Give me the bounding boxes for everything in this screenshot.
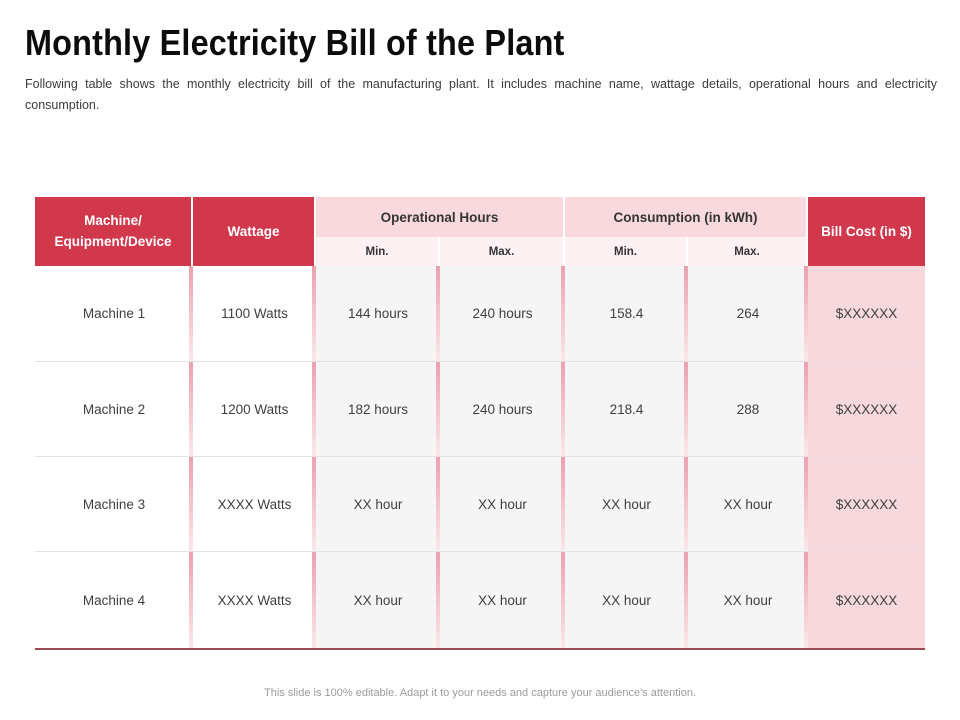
cell-r1-op-min: 144 hours bbox=[316, 266, 440, 361]
cell-r2-op-min: 182 hours bbox=[316, 361, 440, 456]
slide-footer-note: This slide is 100% editable. Adapt it to… bbox=[264, 687, 696, 699]
cell-r2-bill: $XXXXXX bbox=[808, 361, 925, 456]
slide-subtitle: Following table shows the monthly electr… bbox=[25, 77, 937, 113]
cell-r3-machine: Machine 3 bbox=[35, 456, 193, 551]
cell-r2-op-max: 240 hours bbox=[440, 361, 565, 456]
col-header-wattage: Wattage bbox=[193, 197, 316, 266]
cell-r4-cons-min: XX hour bbox=[565, 551, 688, 648]
page-title: Monthly Electricity Bill of the Plant bbox=[25, 22, 565, 63]
col-header-machine-equipment-device: Machine/ Equipment/Device bbox=[35, 197, 193, 266]
cell-r4-cons-max: XX hour bbox=[688, 551, 808, 648]
cell-r3-bill: $XXXXXX bbox=[808, 456, 925, 551]
cell-r3-cons-min: XX hour bbox=[565, 456, 688, 551]
cell-r2-machine: Machine 2 bbox=[35, 361, 193, 456]
cell-r3-op-min: XX hour bbox=[316, 456, 440, 551]
cell-r1-bill: $XXXXXX bbox=[808, 266, 925, 361]
cell-r1-op-max: 240 hours bbox=[440, 266, 565, 361]
col-header-machine-line2: Equipment/Device bbox=[54, 233, 172, 249]
cell-r1-cons-min: 158.4 bbox=[565, 266, 688, 361]
cell-r1-cons-max: 264 bbox=[688, 266, 808, 361]
subheader-operational-min: Min. bbox=[316, 237, 440, 266]
cell-r4-bill: $XXXXXX bbox=[808, 551, 925, 648]
cell-r2-cons-min: 218.4 bbox=[565, 361, 688, 456]
group-header-consumption: Consumption (in kWh) bbox=[565, 197, 808, 237]
subheader-operational-max: Max. bbox=[440, 237, 565, 266]
subheader-consumption-max: Max. bbox=[688, 237, 808, 266]
cell-r2-cons-max: 288 bbox=[688, 361, 808, 456]
cell-r3-op-max: XX hour bbox=[440, 456, 565, 551]
cell-r4-wattage: XXXX Watts bbox=[193, 551, 316, 648]
subheader-consumption-min: Min. bbox=[565, 237, 688, 266]
cell-r2-wattage: 1200 Watts bbox=[193, 361, 316, 456]
cell-r1-machine: Machine 1 bbox=[35, 266, 193, 361]
col-header-machine-line1: Machine/ bbox=[84, 212, 142, 228]
cell-r4-op-min: XX hour bbox=[316, 551, 440, 648]
cell-r1-wattage: 1100 Watts bbox=[193, 266, 316, 361]
group-header-operational-hours: Operational Hours bbox=[316, 197, 565, 237]
electricity-bill-table: Machine/ Equipment/Device Wattage Operat… bbox=[35, 197, 925, 650]
cell-r3-wattage: XXXX Watts bbox=[193, 456, 316, 551]
cell-r4-machine: Machine 4 bbox=[35, 551, 193, 648]
cell-r4-op-max: XX hour bbox=[440, 551, 565, 648]
col-header-bill-cost: Bill Cost (in $) bbox=[808, 197, 925, 266]
cell-r3-cons-max: XX hour bbox=[688, 456, 808, 551]
